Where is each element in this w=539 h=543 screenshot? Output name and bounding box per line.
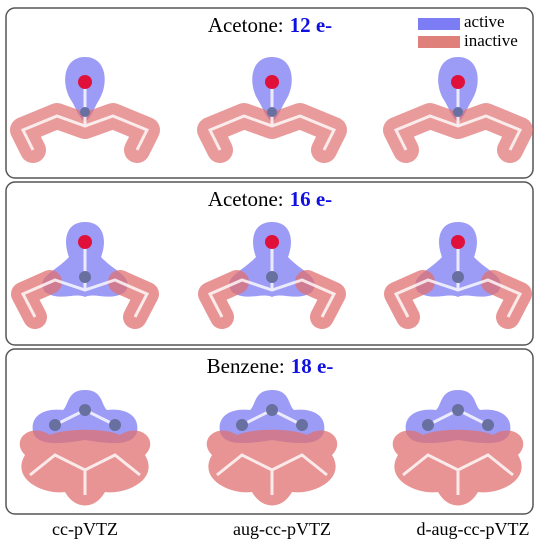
molecule-render [20, 390, 150, 506]
molecule-render [210, 222, 334, 317]
molecule-render [396, 57, 520, 150]
basis-label: d-aug-cc-pVTZ [417, 519, 530, 539]
molecule-render [396, 222, 520, 317]
panel-title: Acetone:16 e- [208, 187, 332, 211]
molecule-render [207, 390, 337, 506]
molecule-name: Acetone: [208, 187, 284, 211]
molecule-render [393, 390, 523, 506]
figure: Acetone:12 e-Acetone:16 e-Benzene:18 e- … [0, 0, 539, 543]
electron-count: 12 e- [290, 13, 333, 37]
panel-title: Acetone:12 e- [208, 13, 332, 37]
basis-label: aug-cc-pVTZ [233, 519, 331, 539]
molecule-render [23, 57, 147, 150]
molecule-render [23, 222, 147, 317]
electron-count: 18 e- [291, 354, 334, 378]
molecule-name: Benzene: [207, 354, 285, 378]
legend-active: active [464, 12, 505, 31]
molecule-name: Acetone: [208, 13, 284, 37]
electron-count: 16 e- [290, 187, 333, 211]
panel-title: Benzene:18 e- [207, 354, 334, 378]
legend-inactive: inactive [464, 31, 518, 50]
molecule-render [210, 57, 334, 150]
basis-label: cc-pVTZ [52, 519, 118, 539]
legend-swatch-active [418, 18, 460, 30]
legend-swatch-inactive [418, 36, 460, 48]
